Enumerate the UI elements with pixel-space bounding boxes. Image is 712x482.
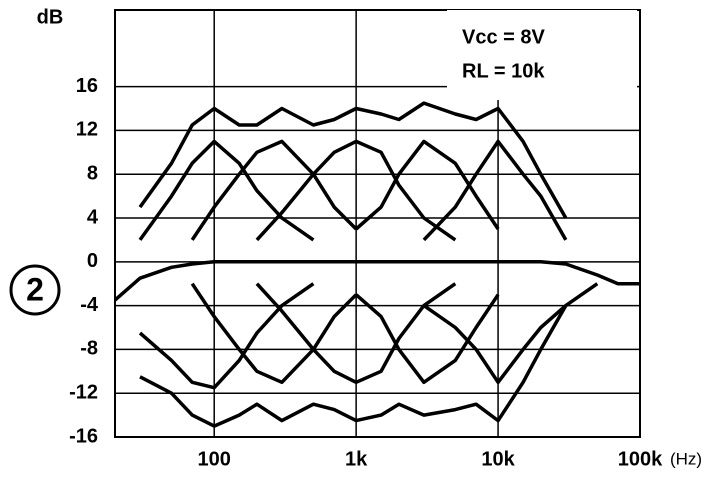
series-line [422,139,568,242]
series-line [139,282,599,428]
annotation: RL = 10k [462,60,545,82]
series-line [354,293,500,385]
series-line [422,304,567,385]
x-tick-label: 1k [345,448,368,470]
annotation: Vcc = 8V [462,26,546,48]
annotation-box [447,10,637,100]
series-line [138,101,568,219]
x-tick-label: 100 [198,448,231,470]
series-line [255,282,457,385]
y-tick-label: 16 [76,75,98,97]
plot-layer [113,10,641,438]
y-tick-label: -4 [80,294,99,316]
y-tick-label: -12 [69,381,98,403]
y-tick-label: -8 [80,338,98,360]
series-line [138,282,315,390]
y-tick-label: 8 [87,163,98,185]
series-line [138,139,315,242]
series-line [113,260,640,302]
series-line [190,282,358,385]
y-tick-label: 4 [87,206,99,228]
y-tick-label: 12 [76,119,98,141]
y-axis-label: dB [37,6,64,28]
x-tick-label: 10k [481,448,515,470]
y-tick-label: -16 [69,425,98,447]
figure-label-circle [9,264,61,316]
figure-label: 2 [26,271,44,307]
x-axis-label: (Hz) [670,449,702,468]
series-line [190,139,358,241]
series-line [255,139,457,242]
x-tick-label: 100k [618,448,663,470]
series-line [354,139,500,231]
y-tick-label: 0 [87,250,98,272]
